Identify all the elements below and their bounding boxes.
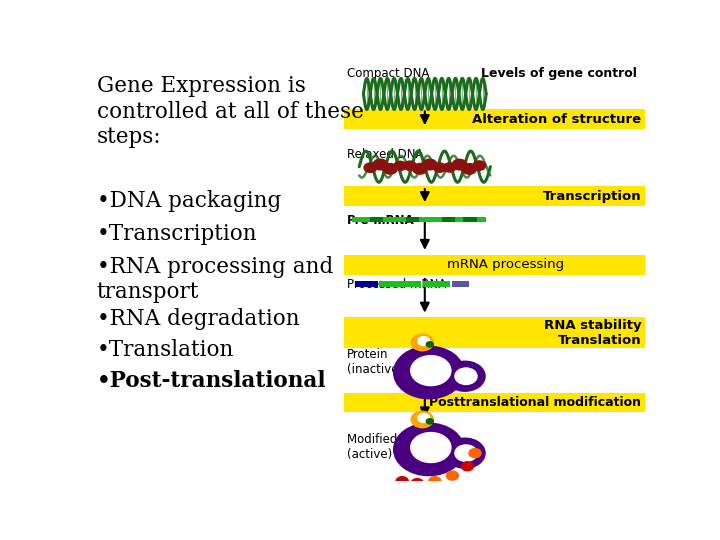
Bar bbox=[423, 281, 450, 287]
Bar bbox=[442, 217, 455, 222]
Text: •RNA degradation: •RNA degradation bbox=[96, 308, 300, 330]
Text: Posttranslational modification: Posttranslational modification bbox=[429, 396, 642, 409]
Circle shape bbox=[373, 159, 387, 170]
Circle shape bbox=[452, 159, 467, 170]
Text: •Post-translational: •Post-translational bbox=[96, 370, 326, 393]
Circle shape bbox=[413, 164, 427, 174]
Circle shape bbox=[462, 462, 474, 471]
Bar bbox=[352, 217, 486, 222]
Bar bbox=[344, 333, 645, 348]
Bar bbox=[379, 281, 421, 287]
Text: Compact DNA: Compact DNA bbox=[347, 67, 429, 80]
Circle shape bbox=[455, 445, 477, 461]
Circle shape bbox=[473, 161, 485, 170]
Circle shape bbox=[394, 346, 464, 399]
Text: Pre-mRNA: Pre-mRNA bbox=[347, 214, 415, 227]
Text: Alteration of structure: Alteration of structure bbox=[472, 113, 642, 126]
Circle shape bbox=[423, 159, 437, 170]
Text: mRNA processing: mRNA processing bbox=[447, 258, 564, 271]
Text: •Translation: •Translation bbox=[96, 339, 234, 361]
Circle shape bbox=[383, 164, 397, 174]
Text: •DNA packaging: •DNA packaging bbox=[96, 190, 281, 212]
Circle shape bbox=[396, 477, 408, 485]
Text: Processed mRNA: Processed mRNA bbox=[347, 278, 446, 291]
Bar bbox=[344, 255, 645, 275]
Circle shape bbox=[364, 163, 377, 172]
Circle shape bbox=[445, 361, 485, 391]
Bar bbox=[406, 217, 419, 222]
Bar bbox=[452, 281, 469, 287]
Circle shape bbox=[426, 342, 433, 347]
Circle shape bbox=[429, 477, 441, 485]
Bar bbox=[344, 393, 645, 412]
Text: •RNA processing and
transport: •RNA processing and transport bbox=[96, 256, 333, 303]
Circle shape bbox=[426, 418, 433, 424]
Text: RNA stability: RNA stability bbox=[544, 319, 642, 332]
Bar bbox=[464, 217, 477, 222]
Circle shape bbox=[410, 356, 451, 386]
Circle shape bbox=[404, 161, 416, 171]
Text: Modified protein
(active): Modified protein (active) bbox=[347, 433, 443, 461]
Circle shape bbox=[418, 414, 430, 422]
Text: •Transcription: •Transcription bbox=[96, 223, 257, 245]
Text: Relaxed DNA: Relaxed DNA bbox=[347, 148, 423, 161]
Text: Protein
(inactive): Protein (inactive) bbox=[347, 348, 402, 376]
Circle shape bbox=[394, 161, 406, 171]
Bar bbox=[344, 317, 645, 333]
Circle shape bbox=[444, 163, 456, 172]
Circle shape bbox=[446, 471, 459, 480]
Circle shape bbox=[411, 411, 433, 428]
Circle shape bbox=[410, 433, 451, 463]
Circle shape bbox=[462, 164, 477, 174]
Circle shape bbox=[455, 368, 477, 384]
Text: Translation: Translation bbox=[558, 334, 642, 347]
Circle shape bbox=[433, 163, 446, 172]
Circle shape bbox=[445, 438, 485, 468]
Circle shape bbox=[469, 449, 481, 457]
Circle shape bbox=[394, 423, 464, 476]
Circle shape bbox=[411, 334, 433, 351]
Bar bbox=[369, 217, 383, 222]
Bar bbox=[356, 281, 378, 287]
Bar bbox=[344, 109, 645, 129]
Circle shape bbox=[411, 478, 423, 488]
Text: Transcription: Transcription bbox=[543, 190, 642, 202]
Text: Levels of gene control: Levels of gene control bbox=[481, 67, 636, 80]
Text: Gene Expression is
controlled at all of these
steps:: Gene Expression is controlled at all of … bbox=[96, 75, 364, 148]
Bar bbox=[344, 186, 645, 206]
Circle shape bbox=[418, 336, 430, 346]
